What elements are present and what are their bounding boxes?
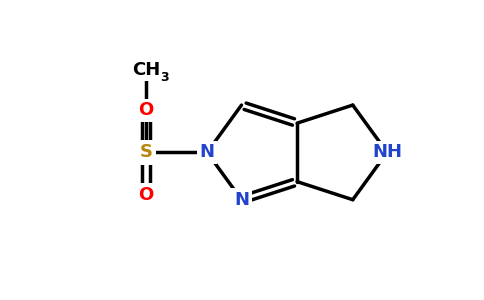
Text: O: O: [138, 101, 153, 119]
Text: 3: 3: [160, 71, 169, 84]
Text: N: N: [199, 143, 214, 161]
Text: NH: NH: [372, 143, 402, 161]
Text: O: O: [138, 186, 153, 204]
Text: N: N: [234, 191, 249, 209]
Text: S: S: [139, 143, 152, 161]
Text: CH: CH: [132, 61, 160, 79]
